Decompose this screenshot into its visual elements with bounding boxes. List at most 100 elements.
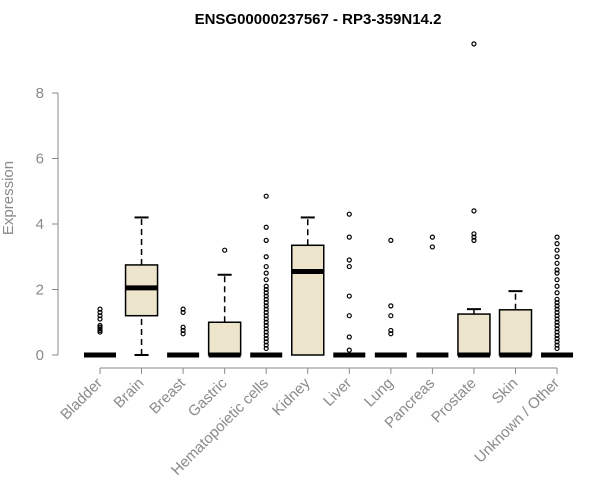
- y-axis-label: Expression: [0, 161, 17, 235]
- outlier-point: [263, 309, 269, 316]
- outlier-point: [263, 326, 269, 332]
- box-body: [498, 309, 533, 356]
- outlier-point: [554, 313, 560, 319]
- outlier-point: [263, 316, 269, 322]
- outlier-point: [263, 339, 269, 345]
- x-tick-label: Brain: [111, 375, 148, 412]
- outlier-point: [263, 293, 269, 299]
- x-tick-label: Bladder: [57, 375, 106, 424]
- outlier-point: [554, 336, 560, 342]
- outlier-point: [180, 327, 186, 334]
- box-body: [457, 313, 491, 356]
- outlier-point: [263, 306, 269, 312]
- x-tick-label: Lung: [361, 375, 397, 411]
- outlier-point: [471, 41, 477, 47]
- outlier-point: [263, 322, 269, 329]
- outlier-point: [263, 286, 269, 293]
- y-tick-label: 4: [36, 216, 44, 233]
- outlier-point: [180, 331, 186, 337]
- outlier-point: [554, 270, 560, 276]
- outlier-point: [554, 309, 560, 316]
- outlier-point: [554, 241, 560, 247]
- outlier-point: [97, 313, 103, 319]
- box-group: [498, 290, 533, 358]
- outlier-point: [346, 211, 352, 217]
- box-body: [291, 244, 325, 356]
- outlier-point: [554, 316, 560, 322]
- outlier-point: [554, 329, 560, 335]
- outlier-point: [554, 303, 560, 309]
- outlier-point: [554, 267, 560, 273]
- box-group: [333, 211, 366, 358]
- outlier-point: [388, 313, 394, 319]
- box-group: [167, 306, 200, 358]
- outlier-point: [554, 254, 560, 260]
- outlier-point: [471, 208, 477, 214]
- outlier-point: [554, 247, 560, 253]
- x-tick-label: Skin: [489, 375, 522, 408]
- box-group: [291, 216, 325, 356]
- outlier-point: [180, 324, 186, 330]
- outlier-point: [346, 293, 352, 299]
- outlier-point: [388, 237, 394, 243]
- outlier-point: [263, 277, 269, 283]
- outlier-point: [388, 327, 394, 334]
- outlier-point: [263, 270, 269, 276]
- outlier-point: [554, 345, 560, 352]
- y-axis: 0 2 4 6 8: [36, 85, 59, 364]
- outlier-point: [263, 303, 269, 309]
- outlier-point: [429, 234, 435, 240]
- outlier-point: [554, 319, 560, 325]
- outlier-point: [263, 332, 269, 338]
- outlier-point: [263, 319, 269, 325]
- outlier-point: [554, 300, 560, 306]
- x-tick-label: Prostate: [428, 375, 480, 427]
- outlier-point: [180, 309, 186, 316]
- y-tick-label: 2: [36, 282, 44, 299]
- outlier-point: [429, 244, 435, 250]
- outlier-point: [346, 234, 352, 240]
- box-group: [84, 306, 116, 358]
- outlier-point: [346, 257, 352, 263]
- outlier-point: [263, 254, 269, 260]
- outlier-point: [97, 322, 103, 329]
- box-group: [250, 193, 283, 358]
- chart-title: ENSG00000237567 - RP3-359N14.2: [195, 11, 442, 28]
- outlier-point: [471, 231, 477, 237]
- outlier-point: [263, 300, 269, 306]
- outlier-point: [471, 237, 477, 243]
- outlier-point: [554, 234, 560, 240]
- box-group: [457, 41, 491, 358]
- outlier-point: [263, 237, 269, 243]
- outlier-point: [97, 306, 103, 312]
- outlier-point: [346, 334, 352, 340]
- y-tick-label: 0: [36, 347, 44, 364]
- outlier-point: [346, 347, 352, 353]
- outlier-point: [554, 322, 560, 329]
- outlier-point: [346, 263, 352, 270]
- outlier-point: [554, 342, 560, 348]
- plot-area: [84, 41, 574, 358]
- y-tick-label: 6: [36, 151, 44, 168]
- outlier-point: [263, 313, 269, 319]
- x-tick-label: Liver: [320, 375, 355, 410]
- outlier-point: [554, 283, 560, 289]
- box-group: [416, 234, 449, 358]
- y-tick-label: 8: [36, 85, 44, 102]
- outlier-point: [554, 326, 560, 332]
- outlier-point: [263, 329, 269, 335]
- outlier-point: [554, 290, 560, 296]
- outlier-point: [97, 309, 103, 316]
- outlier-point: [554, 306, 560, 312]
- outlier-point: [471, 234, 477, 240]
- outlier-point: [263, 290, 269, 296]
- box-group: [374, 237, 407, 358]
- outlier-point: [263, 283, 269, 289]
- box-group: [124, 216, 159, 356]
- outlier-point: [263, 224, 269, 230]
- outlier-point: [388, 303, 394, 309]
- outlier-point: [554, 296, 560, 302]
- outlier-point: [346, 313, 352, 319]
